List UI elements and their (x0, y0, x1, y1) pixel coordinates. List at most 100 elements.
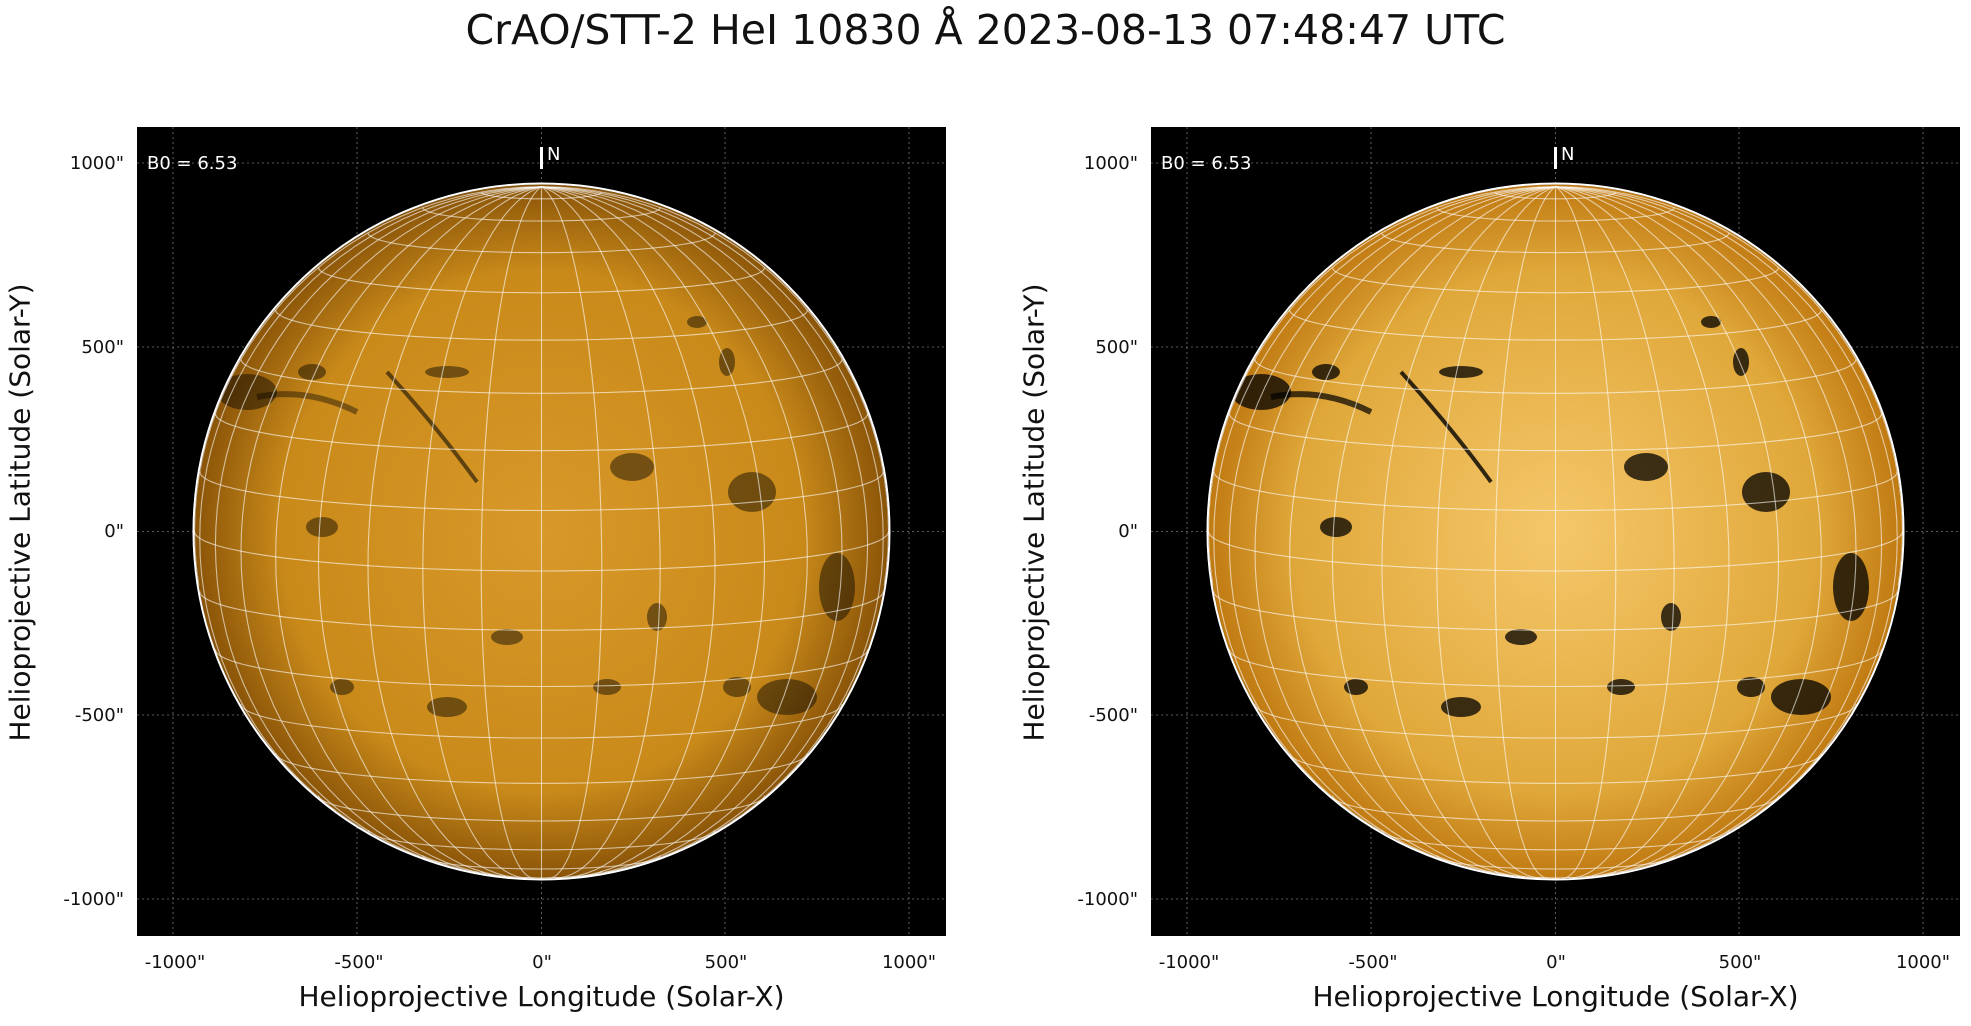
right-ytick: -500" (1088, 705, 1138, 726)
dark-feature (298, 364, 326, 380)
dark-feature (1701, 316, 1721, 328)
left-xtick: -1000" (144, 952, 206, 973)
right-sun-disk-plot (1151, 127, 1960, 936)
solar-features (1231, 316, 1869, 717)
dark-feature (1607, 679, 1635, 695)
solar-features (217, 316, 855, 717)
longitude-line (541, 186, 843, 874)
longitude-line (1555, 186, 1883, 865)
right-ytick: -1000" (1077, 889, 1138, 910)
longitude-line (541, 186, 869, 865)
longitude-line (275, 186, 542, 877)
dark-feature (330, 679, 354, 695)
heliographic-grid (1208, 186, 1903, 879)
longitude-line (1555, 186, 1730, 878)
right-ytick: 500" (1095, 337, 1138, 358)
dark-feature (687, 316, 707, 328)
left-solar-image: B0 = 6.53 N (137, 127, 946, 936)
dark-feature (425, 366, 469, 378)
limb-outline (1206, 182, 1905, 881)
longitude-line (1208, 186, 1556, 586)
filament (385, 370, 479, 484)
left-xtick: -500" (334, 952, 384, 973)
longitude-line (1555, 186, 1617, 879)
longitude-line (541, 186, 603, 879)
longitude-line (541, 186, 716, 878)
dark-feature (593, 679, 621, 695)
longitude-line (1555, 186, 1780, 878)
right-panel: Helioprojective Latitude (Solar-Y) 1000"… (1014, 0, 1971, 1026)
longitude-line (367, 186, 542, 878)
dark-feature (1624, 453, 1668, 481)
dark-feature (819, 553, 855, 621)
left-ytick: 1000" (69, 153, 124, 174)
left-xtick: 0" (532, 952, 552, 973)
longitude-line (1213, 186, 1556, 834)
longitude-line (541, 186, 889, 586)
longitude-line (1331, 186, 1556, 878)
dark-feature (723, 677, 751, 697)
left-ylabel: Helioprojective Latitude (Solar-Y) (3, 283, 37, 742)
filament (1270, 391, 1373, 415)
dark-feature (1344, 679, 1368, 695)
right-xlabel: Helioprojective Longitude (Solar-X) (1312, 980, 1799, 1013)
longitude-line (1436, 186, 1556, 879)
dark-feature (1505, 629, 1537, 645)
left-sun-disk-plot (137, 127, 946, 936)
left-panel: Helioprojective Latitude (Solar-Y) 1000"… (3, 127, 946, 1013)
dark-feature (1771, 679, 1831, 715)
right-ylabel: Helioprojective Latitude (Solar-Y) (1017, 283, 1051, 742)
right-solar-image: B0 = 6.53 N (1151, 127, 1960, 936)
dark-feature (1231, 374, 1291, 410)
dark-feature (1312, 364, 1340, 380)
dark-feature (491, 629, 523, 645)
longitude-line (1555, 186, 1857, 874)
longitude-line (1381, 186, 1556, 878)
longitude-line (199, 186, 542, 834)
left-ytick: 500" (81, 337, 124, 358)
longitude-line (1289, 186, 1556, 877)
dark-feature (306, 517, 338, 537)
dark-feature (1661, 603, 1681, 631)
longitude-line (317, 186, 542, 878)
right-xtick: 0" (1546, 952, 1566, 973)
dark-feature (217, 374, 277, 410)
right-xtick: 500" (1718, 952, 1762, 973)
longitude-line (541, 186, 884, 834)
longitude-line (194, 186, 542, 586)
right-ytick: 1000" (1083, 153, 1138, 174)
figure-title: CrAO/STT-2 HeI 10830 Å 2023-08-13 07:48:… (465, 6, 1506, 54)
right-xtick: -500" (1348, 952, 1398, 973)
left-b0-annotation: B0 = 6.53 (147, 153, 238, 174)
longitude-line (240, 186, 542, 874)
dark-feature (610, 453, 654, 481)
dark-feature (1320, 517, 1352, 537)
longitude-line (1254, 186, 1556, 874)
right-xtick: 1000" (1895, 952, 1951, 973)
dark-feature (728, 472, 776, 512)
left-ytick: 0" (104, 521, 124, 542)
left-xtick: 500" (704, 952, 748, 973)
left-ytick: -1000" (63, 889, 124, 910)
right-ytick: 0" (1118, 521, 1138, 542)
longitude-line (480, 186, 542, 879)
longitude-line (1228, 186, 1556, 865)
longitude-line (1494, 186, 1556, 879)
longitude-line (541, 186, 661, 879)
longitude-line (1555, 186, 1903, 586)
dark-feature (1441, 697, 1481, 717)
limb-outline (192, 182, 891, 881)
longitude-line (1555, 186, 1675, 879)
left-xtick: 1000" (881, 952, 937, 973)
dark-feature (1439, 366, 1483, 378)
dark-feature (1833, 553, 1869, 621)
longitude-line (1555, 186, 1898, 834)
filament (256, 391, 359, 415)
longitude-line (422, 186, 542, 879)
dark-feature (1742, 472, 1790, 512)
filament (1399, 370, 1493, 484)
dark-feature (647, 603, 667, 631)
right-north-label: N (1561, 144, 1575, 165)
right-xtick: -1000" (1158, 952, 1220, 973)
heliographic-grid (194, 186, 889, 879)
